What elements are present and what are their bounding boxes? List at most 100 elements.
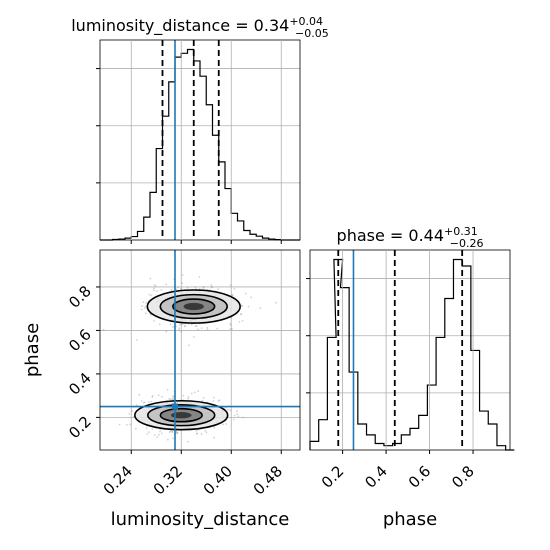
scatter-point — [229, 409, 232, 412]
scatter-point — [259, 307, 262, 310]
scatter-point — [180, 287, 183, 290]
scatter-point — [151, 395, 154, 397]
scatter-point — [140, 308, 143, 311]
scatter-point — [178, 329, 181, 331]
scatter-point — [151, 396, 154, 398]
scatter-point — [194, 325, 197, 327]
y-tick-label-phase: 0.4 — [65, 369, 95, 399]
scatter-point — [218, 399, 221, 401]
scatter-point — [141, 305, 144, 307]
scatter-point — [172, 437, 175, 440]
scatter-point — [150, 314, 152, 316]
scatter-point — [229, 284, 232, 287]
scatter-point — [128, 413, 131, 415]
scatter-point — [142, 301, 145, 304]
scatter-point — [142, 401, 145, 404]
x-tick-label-distance: 0.24 — [100, 462, 136, 498]
scatter-point — [171, 397, 174, 400]
scatter-point — [190, 323, 193, 326]
density-contour-1-2 — [159, 407, 203, 423]
scatter-point — [153, 284, 156, 286]
scatter-point — [229, 328, 232, 331]
scatter-point — [241, 319, 244, 322]
scatter-point — [155, 290, 158, 293]
scatter-point — [197, 328, 200, 331]
x-tick-label-phase: 0.2 — [318, 462, 348, 492]
scatter-point — [193, 391, 196, 394]
luminosity-distance-histogram-panel — [96, 39, 301, 244]
luminosity-distance-upper-error: +0.04 — [289, 15, 323, 28]
scatter-point — [149, 277, 152, 280]
scatter-point — [196, 432, 199, 435]
scatter-point — [213, 396, 215, 399]
x-tick-label-phase: 0.6 — [405, 462, 435, 492]
scatter-point — [145, 427, 148, 430]
y-tick-label-phase: 0.8 — [65, 282, 95, 312]
scatter-point — [118, 423, 121, 426]
distance-hist-step-line — [100, 48, 300, 241]
scatter-point — [182, 394, 185, 397]
scatter-point — [156, 436, 159, 438]
y-tick-label-phase: 0.2 — [65, 412, 95, 442]
scatter-point — [250, 296, 253, 299]
scatter-point — [194, 286, 197, 289]
scatter-point — [153, 289, 155, 292]
scatter-point — [144, 305, 147, 308]
phase-histogram-panel: 0.2 0.4 0.6 0.8 — [306, 249, 515, 492]
scatter-point — [202, 287, 205, 289]
scatter-point — [153, 320, 155, 322]
scatter-point — [161, 395, 163, 398]
scatter-point — [206, 328, 209, 331]
scatter-point — [233, 288, 236, 290]
scatter-point — [186, 286, 189, 289]
scatter-point — [175, 288, 178, 291]
scatter-point — [201, 399, 204, 402]
scatter-point — [213, 426, 216, 429]
scatter-point — [153, 287, 156, 290]
scatter-point — [131, 410, 134, 412]
luminosity-distance-title: luminosity_distance = 0.34+0.04 −0.05 — [71, 15, 329, 40]
scatter-point — [172, 396, 175, 398]
scatter-frame — [99, 249, 301, 451]
scatter-point — [237, 415, 240, 418]
scatter-point — [159, 428, 162, 431]
phase-hist-step-line — [309, 258, 515, 451]
x-tick-label-distance: 0.40 — [200, 462, 236, 498]
scatter-point — [171, 430, 174, 433]
scatter-point — [159, 430, 161, 433]
scatter-point — [190, 392, 193, 395]
x-tick-label-distance: 0.32 — [150, 462, 186, 498]
x-tick-label-distance: 0.48 — [250, 462, 286, 498]
scatter-point — [222, 423, 225, 426]
scatter-point — [171, 431, 174, 433]
scatter-point — [202, 396, 205, 399]
scatter-point — [181, 323, 184, 326]
scatter-point — [168, 398, 171, 400]
scatter-point — [212, 400, 215, 402]
phase-upper-error: +0.31 — [444, 225, 478, 238]
scatter-point — [153, 434, 156, 436]
scatter-point — [240, 304, 243, 307]
scatter-point — [213, 436, 216, 439]
scatter-point — [135, 404, 138, 406]
scatter-point — [165, 283, 168, 286]
scatter-point — [181, 274, 184, 276]
y-tick-label-phase: 0.6 — [65, 326, 95, 356]
scatter-point — [143, 307, 146, 309]
scatter-point — [154, 285, 157, 288]
scatter-point — [150, 400, 153, 403]
scatter-point — [102, 328, 105, 331]
scatter-point — [158, 433, 160, 436]
luminosity-distance-lower-error: −0.05 — [295, 27, 329, 40]
scatter-point — [197, 390, 200, 392]
scatter-point — [188, 344, 190, 347]
scatter-point — [240, 312, 242, 315]
scatter-point — [217, 288, 220, 290]
scatter-point — [195, 429, 198, 432]
scatter-point — [227, 409, 229, 411]
distance-hist-frame — [99, 39, 301, 241]
scatter-point — [225, 423, 228, 425]
scatter-point — [170, 288, 173, 291]
scatter-point — [216, 327, 219, 330]
